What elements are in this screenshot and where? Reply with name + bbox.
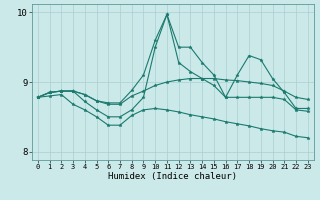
X-axis label: Humidex (Indice chaleur): Humidex (Indice chaleur): [108, 172, 237, 181]
